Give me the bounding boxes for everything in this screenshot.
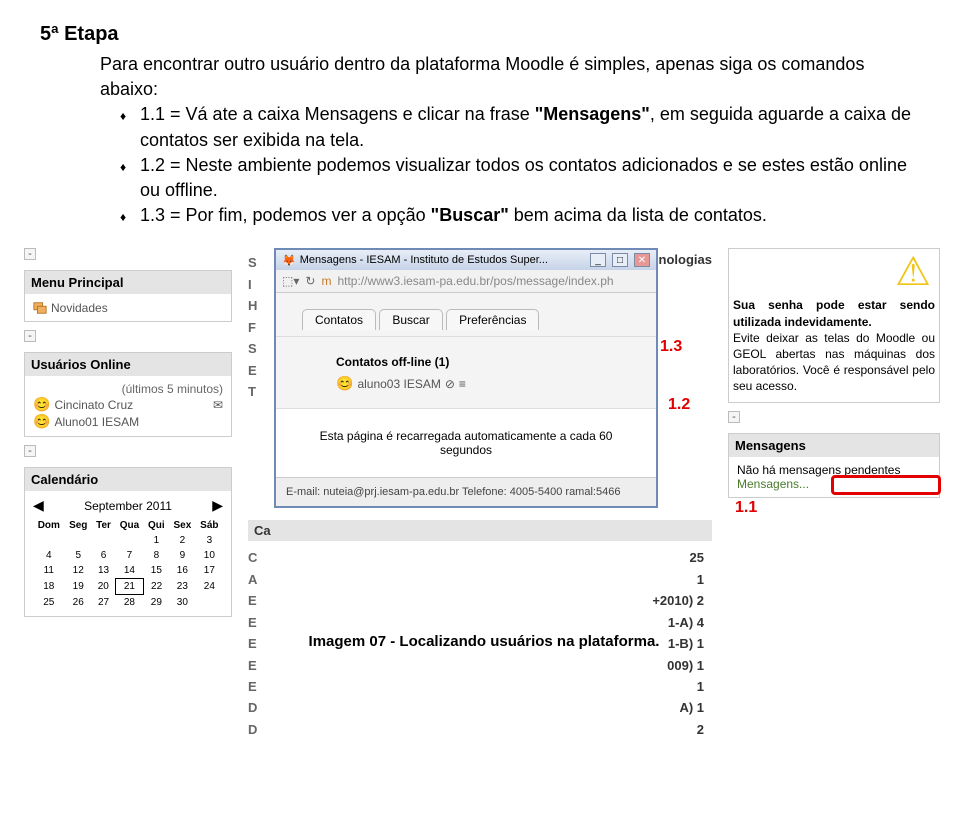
mid-letters: HFSET xyxy=(248,295,257,402)
moodle-screenshot: - Menu Principal Novidades - Usuários On… xyxy=(24,248,944,660)
popup-reload-note: Esta página é recarregada automaticament… xyxy=(276,408,656,477)
calendar-table: DomSegTerQuaQuiSexSáb 123456789101112131… xyxy=(33,518,223,610)
popup-tabs: Contatos Buscar Preferências xyxy=(276,293,656,336)
usuarios-online-title: Usuários Online xyxy=(25,353,231,376)
mid-ca: Ca xyxy=(248,520,712,541)
cal-prev[interactable]: ◀ xyxy=(33,497,44,514)
novidades-link[interactable]: Novidades xyxy=(25,294,231,321)
user-smiley-icon: 😊 xyxy=(336,375,353,392)
url-text: http://www3.iesam-pa.edu.br/pos/message/… xyxy=(337,274,613,288)
tab-contatos[interactable]: Contatos xyxy=(302,309,376,330)
contact-row[interactable]: 😊 aluno03 IESAM ⊘ ≡ xyxy=(336,375,636,392)
bullet-3: 1.3 = Por fim, podemos ver a opção "Busc… xyxy=(140,203,920,228)
intro-paragraph: Para encontrar outro usuário dentro da p… xyxy=(100,52,920,102)
mensagens-block-title: Mensagens xyxy=(729,434,939,457)
cal-next[interactable]: ▶ xyxy=(212,497,223,514)
popup-navbar: ⬚▾ ↻ m http://www3.iesam-pa.edu.br/pos/m… xyxy=(276,270,656,293)
warning-icon: ⚠ xyxy=(729,249,939,295)
menu-principal-block: Menu Principal Novidades xyxy=(24,270,232,322)
envelope-icon[interactable]: ✉ xyxy=(213,398,223,412)
popup-body: Contatos off-line (1) 😊 aluno03 IESAM ⊘ … xyxy=(276,336,656,408)
calendario-title: Calendário xyxy=(25,468,231,491)
user-smiley-icon: 😊 xyxy=(33,413,50,430)
bullet-2: 1.2 = Neste ambiente podemos visualizar … xyxy=(140,153,920,203)
popup-titlebar: 🦊 Mensagens - IESAM - Instituto de Estud… xyxy=(276,250,656,270)
cal-dow-row: DomSegTerQuaQuiSexSáb xyxy=(33,518,223,533)
block-icon[interactable]: ⊘ xyxy=(445,377,455,391)
menu-principal-title: Menu Principal xyxy=(25,271,231,294)
popup-title-text: Mensagens - IESAM - Instituto de Estudos… xyxy=(300,254,584,266)
tab-preferencias[interactable]: Preferências xyxy=(446,309,539,330)
document-body: 5ª Etapa Para encontrar outro usuário de… xyxy=(0,0,960,238)
calendario-block: Calendário ◀ September 2011 ▶ DomSegTerQ… xyxy=(24,467,232,617)
left-sidebar: - Menu Principal Novidades - Usuários On… xyxy=(24,248,232,617)
online-user-1[interactable]: 😊 Cincinato Cruz ✉ xyxy=(33,396,223,413)
mid-letters2: CAEEEEEDD xyxy=(248,547,712,740)
right-sidebar: ⚠ Sua senha pode estar sendo utilizada i… xyxy=(728,248,940,617)
messages-popup: 🦊 Mensagens - IESAM - Instituto de Estud… xyxy=(274,248,658,508)
minimize-button[interactable]: _ xyxy=(590,253,606,267)
warning-text: Sua senha pode estar sendo utilizada ind… xyxy=(729,295,939,402)
mid-rightnums: 251+2010) 21-A) 41-B) 1009) 11A) 12 xyxy=(652,547,704,740)
collapse-toggle[interactable]: - xyxy=(24,445,36,457)
firefox-icon: 🦊 xyxy=(282,254,296,267)
maximize-button[interactable]: □ xyxy=(612,253,628,267)
collapse-toggle[interactable]: - xyxy=(24,330,36,342)
warning-block: ⚠ Sua senha pode estar sendo utilizada i… xyxy=(728,248,940,403)
mensagens-block: Mensagens Não há mensagens pendentes Men… xyxy=(728,433,940,498)
middle-column: S I HFSET de Tecnologias Ca CAEEEEEDD 25… xyxy=(240,248,720,617)
reload-icon[interactable]: ↻ xyxy=(305,274,315,288)
callout-label-12: 1.2 xyxy=(668,396,690,414)
user-smiley-icon: 😊 xyxy=(33,396,50,413)
tab-buscar[interactable]: Buscar xyxy=(379,309,442,330)
close-button[interactable]: ✕ xyxy=(634,253,650,267)
callout-box-11 xyxy=(831,475,941,495)
callout-label-11: 1.1 xyxy=(735,499,757,517)
forum-icon xyxy=(33,300,47,315)
last-minutes: (últimos 5 minutos) xyxy=(33,382,223,396)
dropdown-icon[interactable]: ⬚▾ xyxy=(282,274,299,288)
cal-month: September 2011 xyxy=(84,499,172,513)
list-icon[interactable]: ≡ xyxy=(459,377,466,391)
collapse-toggle[interactable]: - xyxy=(728,411,740,423)
popup-footer: E-mail: nuteia@prj.iesam-pa.edu.br Telef… xyxy=(276,477,656,506)
cal-body: 1234567891011121314151617181920212223242… xyxy=(33,533,223,610)
online-user-2[interactable]: 😊 Aluno01 IESAM xyxy=(33,413,223,430)
step-heading: 5ª Etapa xyxy=(40,20,920,48)
site-icon: m xyxy=(321,274,331,288)
bullet-1: 1.1 = Vá ate a caixa Mensagens e clicar … xyxy=(140,102,920,152)
contacts-offline-header: Contatos off-line (1) xyxy=(336,355,636,369)
usuarios-online-block: Usuários Online (últimos 5 minutos) 😊 Ci… xyxy=(24,352,232,437)
collapse-toggle[interactable]: - xyxy=(24,248,36,260)
callout-label-13: 1.3 xyxy=(660,338,682,356)
